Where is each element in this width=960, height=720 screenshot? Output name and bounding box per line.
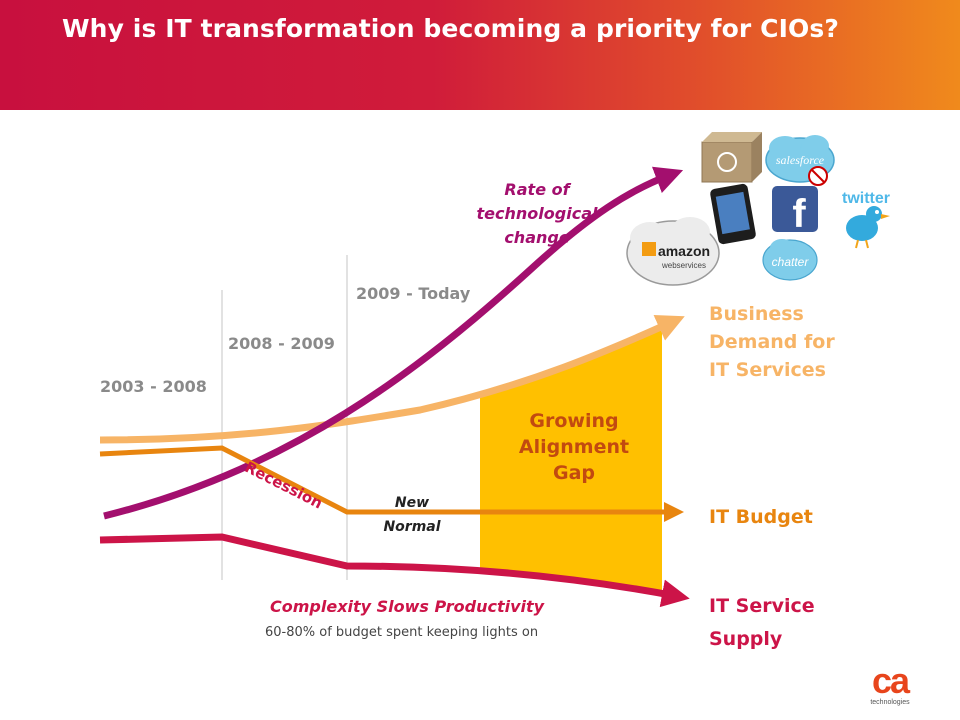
- twitter-bird-icon: [846, 206, 890, 249]
- chatter-logo-icon: [762, 239, 818, 281]
- amazon-web-services-icon: [626, 217, 720, 286]
- aws-text: webservices: [661, 261, 706, 270]
- salesforce-logo-icon: [765, 135, 835, 186]
- new-normal-label: New Normal: [383, 495, 441, 535]
- diagram-canvas: salesforce f twitter amazon webservices …: [99, 132, 890, 608]
- it-supply-line: [99, 533, 690, 608]
- complexity-label: Complexity Slows Productivity: [270, 597, 545, 616]
- amazon-text: amazon: [658, 243, 710, 259]
- it-budget-line: [99, 445, 684, 522]
- it-supply-label: IT Service Supply: [709, 595, 815, 650]
- ca-logo-text: ca: [871, 660, 910, 701]
- page-title: Why is IT transformation becoming a prio…: [62, 14, 839, 43]
- period-label-2008-2009: 2008 - 2009: [228, 334, 335, 353]
- business-demand-label: Business Demand for IT Services: [709, 303, 835, 381]
- business-demand-line: [99, 315, 685, 444]
- tech-change-line: [103, 166, 684, 520]
- alignment-gap-area: [480, 330, 662, 590]
- it-budget-label: IT Budget: [709, 506, 813, 528]
- smartphone-icon: [710, 183, 756, 245]
- shopping-bag-icon: [701, 132, 762, 183]
- period-label-2003-2008: 2003 - 2008: [100, 377, 207, 396]
- header-banner: Why is IT transformation becoming a prio…: [0, 0, 960, 110]
- salesforce-text: salesforce: [776, 153, 825, 167]
- chatter-text: chatter: [772, 255, 810, 269]
- period-label-2009-today: 2009 - Today: [356, 284, 471, 303]
- rate-of-change-label: Rate of technological change: [476, 180, 598, 247]
- alignment-gap-label: Growing Alignment Gap: [518, 410, 630, 484]
- twitter-text: twitter: [842, 190, 890, 207]
- facebook-logo-icon: [772, 186, 818, 232]
- facebook-text: f: [792, 192, 806, 236]
- ca-logo-subtext: technologies: [870, 699, 910, 706]
- budget-note-label: 60-80% of budget spent keeping lights on: [265, 625, 539, 640]
- ca-technologies-logo: ca technologies: [866, 660, 914, 710]
